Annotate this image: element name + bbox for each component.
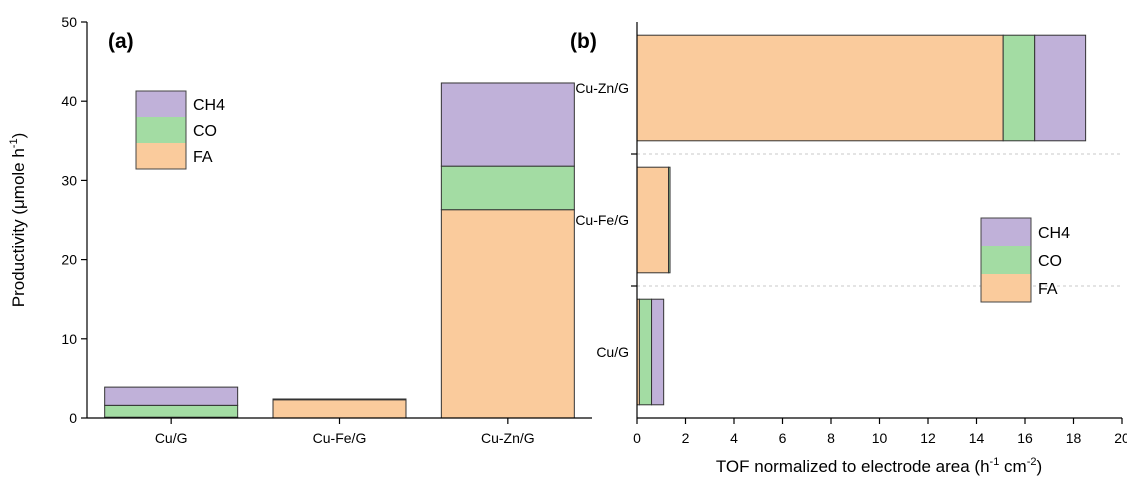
panel-b-x-ticks: 0 2 4 6 8 10 12 14 16 18 20 bbox=[633, 418, 1127, 446]
bar-cu-zn-g-co bbox=[1002, 34, 1036, 142]
panel-a-y-ticks: 0 10 20 30 40 50 bbox=[61, 14, 87, 426]
x-tick-label: 16 bbox=[1017, 430, 1033, 446]
bar-cu-g-co bbox=[638, 298, 653, 406]
legend-swatch-fa bbox=[136, 143, 186, 169]
bar-cu-fe-g-fa bbox=[272, 399, 407, 419]
legend-label-ch4: CH4 bbox=[1038, 225, 1070, 242]
x-tick-label: Cu/G bbox=[155, 430, 188, 446]
panel-b-chart: 0 2 4 6 8 10 12 14 16 18 20 Cu/G Cu-Fe/G Cu-Zn/G (b)… bbox=[570, 22, 1127, 476]
x-tick-label: 4 bbox=[730, 430, 738, 446]
panel-a-bars bbox=[104, 82, 575, 419]
y-tick-label: 0 bbox=[69, 410, 77, 426]
x-tick-label: 2 bbox=[682, 430, 690, 446]
y-category-label: Cu-Zn/G bbox=[575, 80, 629, 96]
panel-b-label: (b) bbox=[570, 30, 597, 53]
y-tick-label: 50 bbox=[61, 14, 77, 30]
panel-a-x-ticks: Cu/G Cu-Fe/G Cu-Zn/G bbox=[155, 418, 535, 446]
panel-a-legend: CH4 CO FA bbox=[135, 90, 225, 170]
legend-label-fa: FA bbox=[193, 149, 213, 166]
y-tick-label: 40 bbox=[61, 93, 77, 109]
legend-swatch-ch4 bbox=[981, 218, 1031, 246]
bar-cu-zn-g-ch4 bbox=[1034, 34, 1087, 142]
x-tick-label: 12 bbox=[920, 430, 936, 446]
y-tick-label: 20 bbox=[61, 252, 77, 268]
legend-swatch-ch4 bbox=[136, 91, 186, 117]
x-tick-label: 14 bbox=[969, 430, 985, 446]
bar-cu-zn-g-fa bbox=[440, 209, 575, 419]
legend-swatch-co bbox=[981, 246, 1031, 274]
y-tick-label: 10 bbox=[61, 331, 77, 347]
panel-b-category-separators bbox=[637, 153, 1122, 287]
bar-cu-g-ch4 bbox=[651, 298, 665, 406]
legend-swatch-fa bbox=[981, 274, 1031, 302]
x-tick-label: 0 bbox=[633, 430, 641, 446]
bar-cu-g-co bbox=[104, 404, 239, 418]
bar-cu-g-ch4 bbox=[104, 386, 239, 406]
bar-cu-fe-g-co bbox=[272, 398, 407, 401]
panel-a-chart: 0 10 20 30 40 50 Cu/G Cu-Fe/G Cu-Zn/G (a) Produ… bbox=[8, 14, 592, 446]
panel-b-legend: CH4 CO FA bbox=[980, 217, 1070, 303]
legend-label-co: CO bbox=[193, 123, 217, 140]
y-category-label: Cu/G bbox=[596, 344, 629, 360]
bar-cu-fe-g-fa bbox=[636, 166, 670, 274]
panel-b-x-axis-label: TOF normalized to electrode area (h-1 cm… bbox=[716, 456, 1042, 476]
y-category-label: Cu-Fe/G bbox=[575, 212, 629, 228]
x-tick-label: 10 bbox=[872, 430, 888, 446]
x-tick-label: Cu-Fe/G bbox=[313, 430, 367, 446]
x-tick-label: 18 bbox=[1066, 430, 1082, 446]
panel-a-y-axis-label: Productivity (μmole h-1) bbox=[8, 133, 28, 308]
legend-swatch-co bbox=[136, 117, 186, 143]
bar-cu-zn-g-co bbox=[440, 165, 575, 211]
bar-cu-zn-g-ch4 bbox=[440, 82, 575, 167]
legend-label-co: CO bbox=[1038, 253, 1062, 270]
panel-b-bars bbox=[636, 34, 1087, 406]
x-tick-label: Cu-Zn/G bbox=[481, 430, 535, 446]
bar-cu-fe-g-co bbox=[668, 166, 671, 274]
panel-b-y-categories: Cu/G Cu-Fe/G Cu-Zn/G bbox=[575, 80, 637, 360]
bar-cu-zn-g-fa bbox=[636, 34, 1004, 142]
x-tick-label: 6 bbox=[779, 430, 787, 446]
x-tick-label: 20 bbox=[1114, 430, 1127, 446]
legend-label-fa: FA bbox=[1038, 281, 1058, 298]
panel-a-label: (a) bbox=[108, 30, 134, 53]
x-tick-label: 8 bbox=[827, 430, 835, 446]
legend-label-ch4: CH4 bbox=[193, 97, 225, 114]
y-tick-label: 30 bbox=[61, 172, 77, 188]
